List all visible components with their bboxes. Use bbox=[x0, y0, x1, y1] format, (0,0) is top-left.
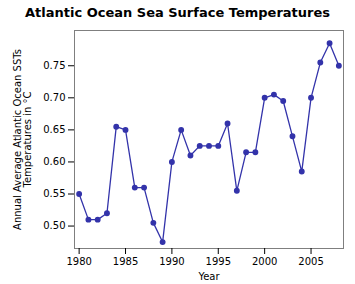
svg-text:Year: Year bbox=[197, 271, 220, 282]
svg-text:Annual Average Atlantic Ocean: Annual Average Atlantic Ocean SSTsTemper… bbox=[12, 49, 33, 230]
svg-text:0.50: 0.50 bbox=[43, 220, 65, 231]
svg-text:1985: 1985 bbox=[113, 256, 138, 267]
svg-text:0.60: 0.60 bbox=[43, 156, 65, 167]
svg-text:1990: 1990 bbox=[159, 256, 184, 267]
svg-text:0.70: 0.70 bbox=[43, 92, 65, 103]
svg-text:1980: 1980 bbox=[66, 256, 91, 267]
svg-text:0.65: 0.65 bbox=[43, 124, 65, 135]
svg-text:1995: 1995 bbox=[206, 256, 231, 267]
svg-text:2000: 2000 bbox=[252, 256, 277, 267]
svg-text:2005: 2005 bbox=[298, 256, 323, 267]
html-text:Atlantic Ocean Sea Surface Tem: Atlantic Ocean Sea Surface Temperatures bbox=[25, 5, 330, 20]
svg-text:0.75: 0.75 bbox=[43, 60, 65, 71]
svg-text:0.55: 0.55 bbox=[43, 188, 65, 199]
